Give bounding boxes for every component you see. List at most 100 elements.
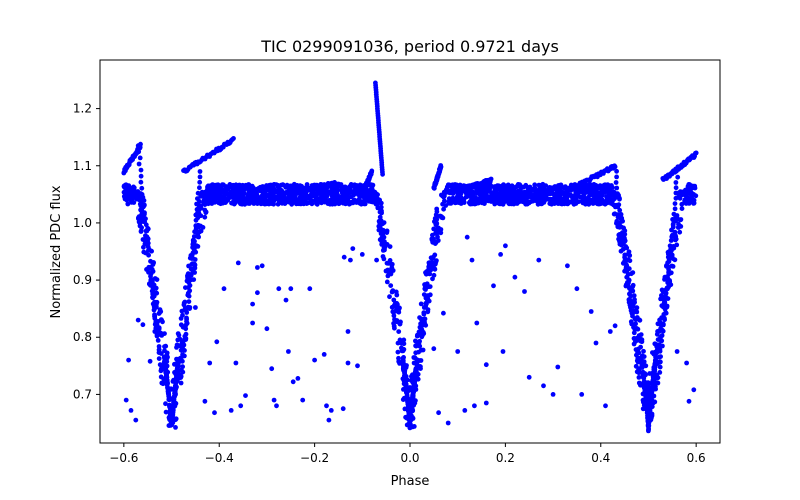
data-point <box>635 326 641 332</box>
data-point <box>276 200 282 205</box>
data-point <box>413 338 418 344</box>
data-point <box>267 182 272 188</box>
data-point <box>630 288 636 294</box>
data-point <box>214 195 220 201</box>
data-point <box>324 403 329 409</box>
data-point <box>564 195 569 201</box>
data-point <box>496 200 502 206</box>
data-point <box>175 363 181 369</box>
data-point <box>321 352 327 357</box>
data-point <box>348 257 353 263</box>
data-point <box>186 299 192 304</box>
data-point <box>176 332 182 338</box>
data-point <box>541 383 546 389</box>
data-point <box>141 204 146 210</box>
data-point <box>150 289 156 295</box>
data-point <box>125 201 131 207</box>
data-point <box>287 196 293 202</box>
data-point <box>581 200 587 206</box>
data-point <box>148 258 153 264</box>
data-point <box>390 309 396 315</box>
data-point <box>137 155 143 161</box>
data-point <box>191 234 197 239</box>
data-point <box>574 286 580 292</box>
data-point <box>617 213 622 219</box>
data-point <box>136 161 142 167</box>
data-point <box>184 310 190 315</box>
data-point <box>526 374 532 380</box>
data-point <box>262 200 268 206</box>
data-point <box>613 180 619 185</box>
data-point <box>615 191 620 197</box>
data-point <box>550 392 556 397</box>
data-point <box>286 349 291 354</box>
data-point <box>684 360 689 366</box>
data-point <box>136 149 142 155</box>
data-point <box>624 274 630 280</box>
data-point <box>434 206 440 212</box>
data-point <box>164 377 170 383</box>
data-point <box>405 401 411 407</box>
data-point <box>310 193 315 199</box>
data-point <box>660 343 665 349</box>
data-point <box>209 201 215 206</box>
data-point <box>622 252 628 258</box>
data-point <box>369 186 375 192</box>
data-point <box>421 292 427 297</box>
data-point <box>146 252 152 258</box>
data-point <box>330 197 335 203</box>
data-point <box>416 341 422 346</box>
data-point <box>205 185 211 191</box>
data-point <box>152 329 158 334</box>
x-tick-label: 0.0 <box>400 451 419 465</box>
data-point <box>636 375 642 380</box>
x-axis-label: Phase <box>391 474 430 489</box>
data-point <box>670 232 675 238</box>
data-point <box>255 265 260 270</box>
data-point <box>319 198 324 203</box>
data-point <box>498 252 503 257</box>
data-point <box>214 339 220 345</box>
data-point <box>512 197 517 203</box>
data-point <box>344 196 349 202</box>
data-point <box>381 256 387 262</box>
data-point <box>165 387 171 392</box>
data-point <box>155 338 161 343</box>
data-point <box>418 366 423 371</box>
data-point <box>624 263 630 269</box>
data-point <box>464 234 470 240</box>
data-point <box>376 223 382 229</box>
data-point <box>250 320 256 326</box>
data-point <box>444 184 450 190</box>
data-point <box>195 196 200 202</box>
data-point <box>634 352 639 358</box>
data-point <box>441 310 446 316</box>
data-point <box>190 239 196 245</box>
data-point <box>295 376 301 381</box>
x-tick-label: −0.6 <box>109 451 138 465</box>
data-point <box>670 217 675 222</box>
data-point <box>159 317 165 323</box>
data-point <box>255 290 260 296</box>
data-point <box>334 192 339 198</box>
data-point <box>418 301 424 307</box>
data-point <box>438 230 444 236</box>
data-point <box>385 273 391 279</box>
data-point <box>141 198 147 203</box>
data-point <box>193 217 199 223</box>
data-point <box>384 279 390 285</box>
data-point <box>396 309 402 315</box>
data-point <box>190 250 196 256</box>
data-point <box>536 182 542 188</box>
data-point <box>290 379 296 385</box>
data-point <box>435 234 440 240</box>
data-point <box>380 248 386 253</box>
data-point <box>395 302 400 307</box>
data-point <box>593 192 599 198</box>
data-point <box>396 359 402 364</box>
data-point <box>182 348 187 353</box>
data-point <box>631 324 636 330</box>
data-point <box>331 186 337 192</box>
data-point <box>612 323 618 329</box>
data-point <box>618 224 624 230</box>
